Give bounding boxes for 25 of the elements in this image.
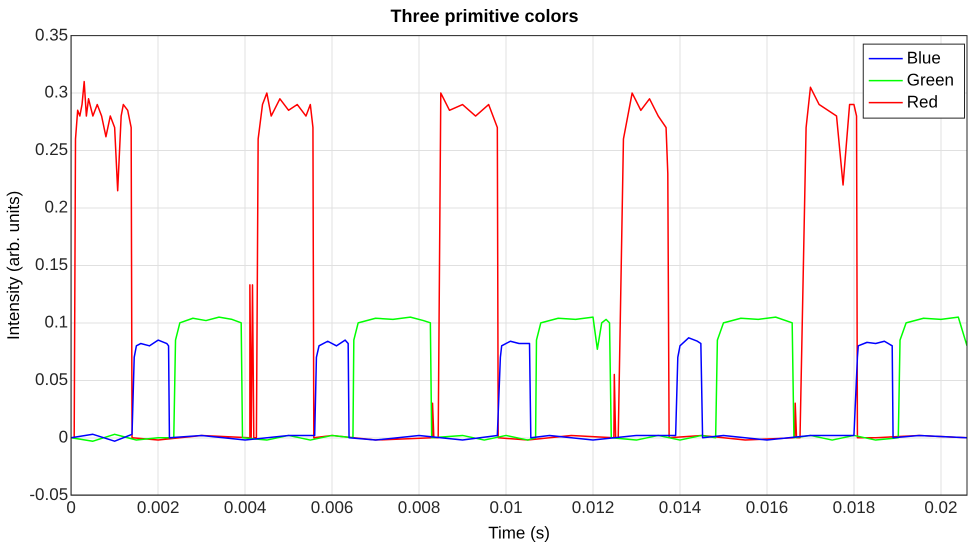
x-tick-label: 0.012 xyxy=(572,498,614,518)
x-tick-label: 0.018 xyxy=(832,498,876,518)
x-tick-label: 0.014 xyxy=(658,498,702,518)
x-tick-label: 0.006 xyxy=(310,498,354,518)
x-tick-label: 0.02 xyxy=(924,498,958,518)
legend-label: Green xyxy=(906,70,954,90)
x-axis-title: Time (s) xyxy=(488,523,550,542)
x-tick-label: 0.016 xyxy=(746,498,788,518)
chart-title: Three primitive colors xyxy=(390,6,579,26)
y-tick-label: 0.35 xyxy=(35,25,68,44)
y-axis-title: Intensity (arb. units) xyxy=(4,190,23,340)
legend-label: Red xyxy=(906,92,938,112)
legend-label: Blue xyxy=(906,48,941,68)
y-tick-label: 0.05 xyxy=(35,370,68,389)
y-tick-label: 0.2 xyxy=(44,198,68,217)
x-tick-label: 0.01 xyxy=(489,498,523,518)
x-tick-label: 0.002 xyxy=(136,498,180,518)
y-tick-label: 0.15 xyxy=(35,255,68,274)
y-tick-label: -0.05 xyxy=(29,484,68,504)
y-tick-label: 0 xyxy=(58,427,68,446)
y-tick-label: 0.3 xyxy=(44,82,68,102)
y-tick-label: 0.25 xyxy=(35,140,68,160)
y-tick-label: 0.1 xyxy=(44,312,68,332)
x-tick-label: 0.008 xyxy=(398,498,440,518)
x-tick-label: 0.004 xyxy=(224,498,266,518)
